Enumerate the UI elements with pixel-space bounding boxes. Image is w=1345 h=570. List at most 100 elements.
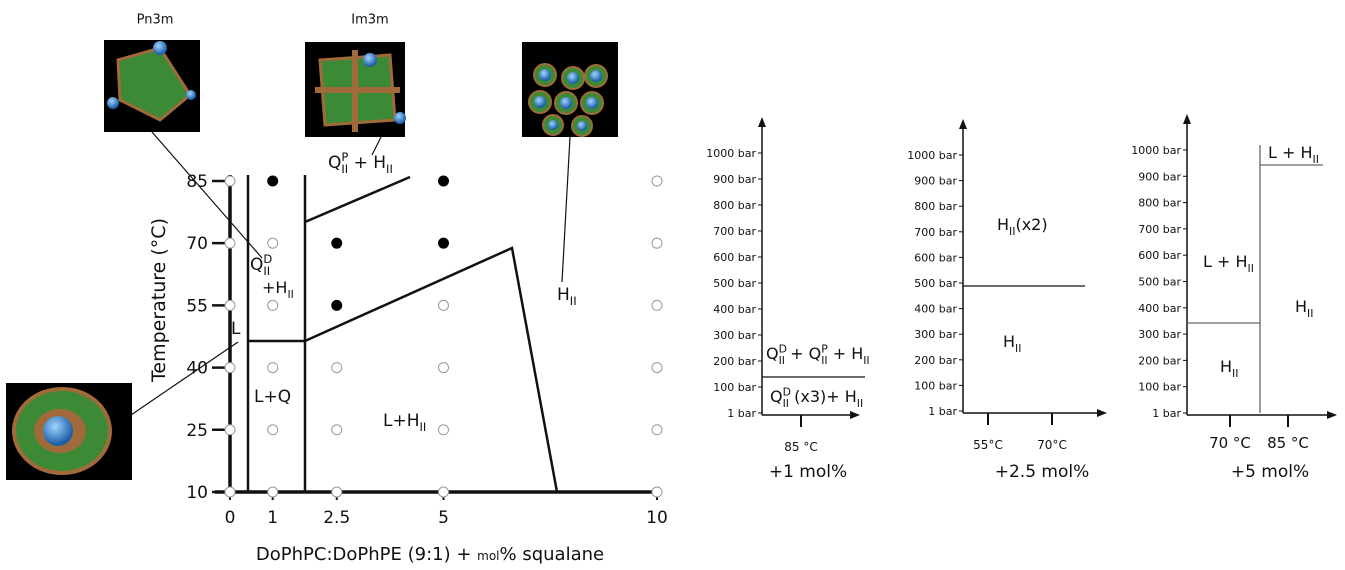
data-point <box>224 362 236 374</box>
label-part: + H <box>348 153 386 173</box>
x-tick-label: 2.5 <box>323 508 350 528</box>
label-part: II <box>341 162 348 176</box>
y-tick-label: 500 bar <box>914 277 957 290</box>
label-part: II <box>386 162 393 176</box>
label-part: II <box>779 354 785 367</box>
label-part: P <box>341 150 348 164</box>
region-label: QD II (x3)+ HII <box>770 385 863 410</box>
y-tick-label: 1000 bar <box>706 147 756 160</box>
x-axis-label: DoPhPC:DoPhPE (9:1) + mol% squalane <box>256 544 604 565</box>
y-tick-label: 600 bar <box>914 251 957 264</box>
data-point <box>224 237 236 249</box>
y-tick-label: 400 bar <box>713 303 756 316</box>
arrowhead <box>1327 411 1337 419</box>
label-part: II <box>1307 307 1313 320</box>
label-part: II <box>857 397 863 410</box>
y-tick-label: 600 bar <box>713 251 756 264</box>
label-part: II <box>263 264 270 278</box>
structure-image <box>305 42 406 137</box>
data-point <box>331 424 343 436</box>
label-part: P <box>821 342 828 355</box>
data-point <box>331 486 343 498</box>
y-tick-label: 500 bar <box>1138 276 1181 289</box>
data-point <box>224 486 236 498</box>
region-label: L+HII <box>383 411 426 434</box>
panel-caption: +1 mol% <box>769 462 847 482</box>
arrowhead <box>1097 409 1107 417</box>
x-tick-label: 55°C <box>973 438 1003 452</box>
region-label: QD II + QP II + HII <box>766 342 870 367</box>
y-tick-label: 200 bar <box>914 354 957 367</box>
y-tick-label: 800 bar <box>713 199 756 212</box>
label-part: (x2) <box>1015 215 1047 234</box>
data-point <box>438 486 449 498</box>
y-tick-label: 100 bar <box>1138 381 1181 394</box>
label-part: II <box>570 294 577 308</box>
arrowhead <box>758 117 766 127</box>
y-tick-label: 600 bar <box>1138 249 1181 262</box>
y-tick-label: 400 bar <box>914 303 957 316</box>
y-tick-label: 1 bar <box>928 405 957 418</box>
label-part: H <box>557 285 570 305</box>
panel-caption: +2.5 mol% <box>995 462 1090 482</box>
data-point <box>331 362 343 374</box>
connector-lines <box>130 131 571 416</box>
data-point <box>438 175 449 187</box>
y-tick-label: 70 <box>186 234 208 254</box>
y-tick-label: 40 <box>186 359 208 379</box>
data-point <box>651 237 663 249</box>
region-label: HII(x2) <box>997 215 1048 238</box>
y-tick-label: 500 bar <box>713 277 756 290</box>
structure-image <box>6 383 132 480</box>
label-part: II <box>1009 225 1015 238</box>
label-part: H <box>1295 297 1307 316</box>
data-point <box>267 362 279 374</box>
y-tick-label: 85 <box>186 172 208 192</box>
label-part: II <box>1015 342 1021 355</box>
data-point <box>331 299 343 311</box>
phase-boundaries <box>215 175 662 494</box>
arrowhead <box>959 119 967 129</box>
y-tick-label: 100 bar <box>713 381 756 394</box>
data-point <box>267 237 279 249</box>
arrowhead <box>850 411 860 419</box>
region-label: L+Q <box>254 387 291 407</box>
label-part: II <box>821 354 827 367</box>
label-part: Q <box>250 255 263 275</box>
y-tick-label: 10 <box>186 483 208 503</box>
label-part: II <box>863 354 869 367</box>
label-part: (x3)+ H <box>789 387 857 406</box>
label-part: II <box>1248 262 1254 275</box>
y-tick-label: 400 bar <box>1138 302 1181 315</box>
y-tick-label: 1 bar <box>727 407 756 420</box>
y-tick-label: 700 bar <box>914 226 957 239</box>
arrowhead <box>1183 114 1191 124</box>
data-point <box>267 424 279 436</box>
label-part: II <box>420 420 427 434</box>
y-tick-label: 900 bar <box>914 175 957 188</box>
region-label: HII <box>1295 297 1313 320</box>
data-point <box>651 362 663 374</box>
label-part: H <box>1003 332 1015 351</box>
region-label: QP II + HII <box>328 150 393 176</box>
label-part: II <box>1232 367 1238 380</box>
data-point <box>224 299 236 311</box>
data-point <box>267 486 279 498</box>
x-tick-label: 70 °C <box>1209 434 1251 452</box>
data-point <box>224 175 236 187</box>
region-label: HII <box>557 285 577 308</box>
label-part: L+H <box>383 411 420 431</box>
label-part: D <box>779 342 787 355</box>
region-label: QD II <box>250 252 272 278</box>
region-label: L + HII <box>1268 143 1319 166</box>
label-part: Q <box>770 387 783 406</box>
x-tick-label: 85 °C <box>1267 434 1309 452</box>
label-part: II <box>1313 153 1319 166</box>
data-point <box>438 362 449 374</box>
data-point <box>438 299 449 311</box>
y-tick-label: 25 <box>186 421 208 441</box>
label-part: L <box>231 319 241 339</box>
data-point <box>651 175 663 187</box>
region-label: HII <box>1003 332 1021 355</box>
